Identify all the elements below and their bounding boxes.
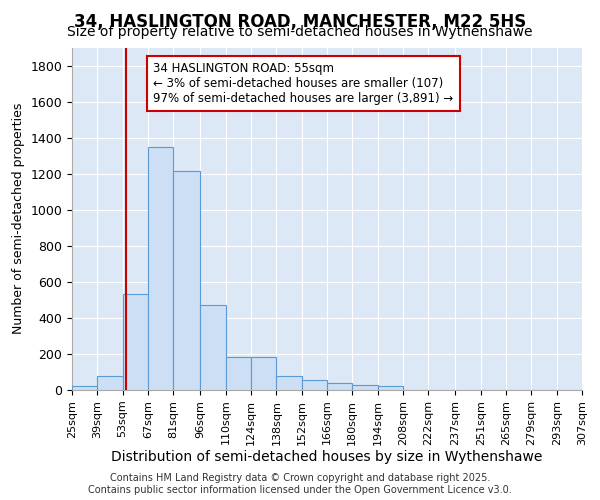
Bar [327,383,352,390]
Text: Contains HM Land Registry data © Crown copyright and database right 2025.
Contai: Contains HM Land Registry data © Crown c… [88,474,512,495]
Bar [352,385,377,390]
Bar [226,356,251,390]
Bar [251,356,277,390]
Text: Size of property relative to semi-detached houses in Wythenshawe: Size of property relative to semi-detach… [67,25,533,39]
X-axis label: Distribution of semi-detached houses by size in Wythenshawe: Distribution of semi-detached houses by … [112,450,542,464]
Text: 34 HASLINGTON ROAD: 55sqm
← 3% of semi-detached houses are smaller (107)
97% of : 34 HASLINGTON ROAD: 55sqm ← 3% of semi-d… [154,62,454,105]
Bar [377,386,403,390]
Bar [97,376,122,390]
Bar [122,294,148,390]
Bar [148,146,173,390]
Bar [277,376,302,390]
Bar [173,171,200,390]
Bar [200,306,226,390]
Bar [302,380,327,390]
Bar [72,386,97,390]
Y-axis label: Number of semi-detached properties: Number of semi-detached properties [12,103,25,334]
Text: 34, HASLINGTON ROAD, MANCHESTER, M22 5HS: 34, HASLINGTON ROAD, MANCHESTER, M22 5HS [74,12,526,30]
